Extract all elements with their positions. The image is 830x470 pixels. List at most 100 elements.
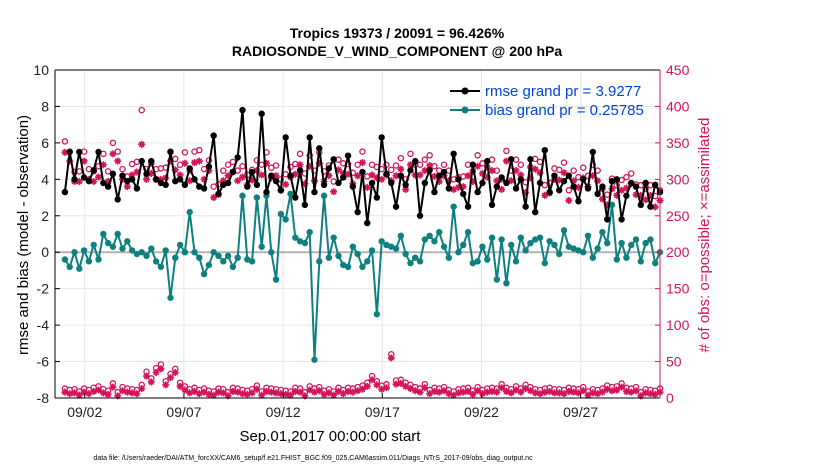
rmse-point [541,146,549,154]
obs-assimilated-point [493,388,501,396]
rmse-point [527,156,534,163]
obs-assimilated-point [219,177,227,185]
obs-assimilated-point [565,387,573,395]
bias-point [589,254,597,261]
rmse-point [623,192,630,199]
rmse-point [316,145,323,152]
bias-point [455,249,462,256]
rmse-point [157,179,165,187]
obs-possible-point [493,167,501,174]
rmse-point [100,179,107,187]
bias-point [66,263,73,270]
obs-assimilated-point [152,368,160,376]
bias-point [604,239,611,247]
obs-assimilated-point [512,386,520,394]
obs-possible-point [359,148,366,155]
obs-assimilated-point [162,381,170,389]
y-right-tick-label: 100 [666,317,690,333]
obs-assimilated-point [570,177,578,185]
bias-point [618,239,625,247]
obs-assimilated-point [512,167,520,175]
bias-point [287,190,294,198]
y-left-tick-label: -6 [37,354,50,370]
bias-point [642,239,649,247]
obs-assimilated-point [123,388,131,396]
rmse-point [148,157,155,165]
bias-point [354,250,361,258]
obs-assimilated-point [262,387,270,395]
bias-point [200,270,208,278]
obs-assimilated-point [632,191,640,199]
obs-assimilated-point [454,183,462,191]
obs-assimilated-point [200,175,208,183]
obs-assimilated-point [61,148,69,156]
bias-point [320,192,328,199]
bias-point [536,234,544,241]
bias-point [440,243,448,250]
obs-assimilated-point [143,372,151,380]
obs-assimilated-point [440,387,448,395]
rmse-point [421,179,429,187]
obs-assimilated-point [128,171,136,179]
bias-point [421,236,429,243]
rmse-point [186,165,193,172]
obs-assimilated-point [502,157,510,165]
rmse-point [200,185,208,192]
obs-assimilated-point [459,388,467,396]
obs-assimilated-point [589,389,597,397]
obs-assimilated-point [176,382,184,390]
bias-point [344,263,352,270]
obs-assimilated-point [435,178,443,186]
bias-point [551,241,558,249]
bias-point [647,236,654,243]
rmse-point [95,148,102,156]
bias-point [488,234,496,241]
obs-assimilated-point [502,387,510,395]
obs-assimilated-point [498,186,506,194]
rmse-point [560,177,568,185]
bias-point [253,194,261,201]
bias-point [133,250,141,258]
rmse-point [340,174,347,181]
obs-assimilated-point [522,385,530,393]
bias-point [426,232,433,240]
bias-point [517,234,525,241]
bias-point [570,245,577,252]
obs-assimilated-point [71,389,79,397]
obs-assimilated-point [128,389,136,397]
obs-assimilated-point [66,390,74,398]
bias-point [138,249,145,256]
obs-assimilated-point [550,175,558,183]
bias-point [637,258,645,265]
rmse-point [114,196,121,203]
bias-point [392,245,400,252]
bias-point [613,256,621,263]
obs-assimilated-point [450,186,458,194]
obs-assimilated-point [291,170,299,178]
obs-assimilated-point [642,196,650,204]
obs-assimilated-point [627,388,635,396]
obs-assimilated-point [646,191,654,199]
rmse-point [618,216,625,223]
obs-assimilated-point [61,388,69,396]
bias-point [469,259,477,267]
obs-assimilated-point [373,381,381,389]
obs-possible-point [119,165,126,173]
obs-assimilated-point [344,170,352,178]
obs-assimilated-point [138,385,146,393]
obs-assimilated-point [478,390,486,398]
obs-assimilated-point [238,173,246,181]
obs-assimilated-point [378,175,386,183]
obs-assimilated-point [469,178,477,186]
y-left-tick-label: -4 [37,317,50,333]
rmse-point [296,167,304,174]
obs-possible-point [623,173,630,181]
obs-possible-point [114,148,121,155]
bias-point [493,276,501,283]
bias-point [416,258,424,265]
obs-assimilated-point [138,140,146,148]
rmse-point [642,179,649,187]
bias-point [498,236,505,243]
obs-possible-point [196,146,203,154]
rmse-point [282,134,289,141]
